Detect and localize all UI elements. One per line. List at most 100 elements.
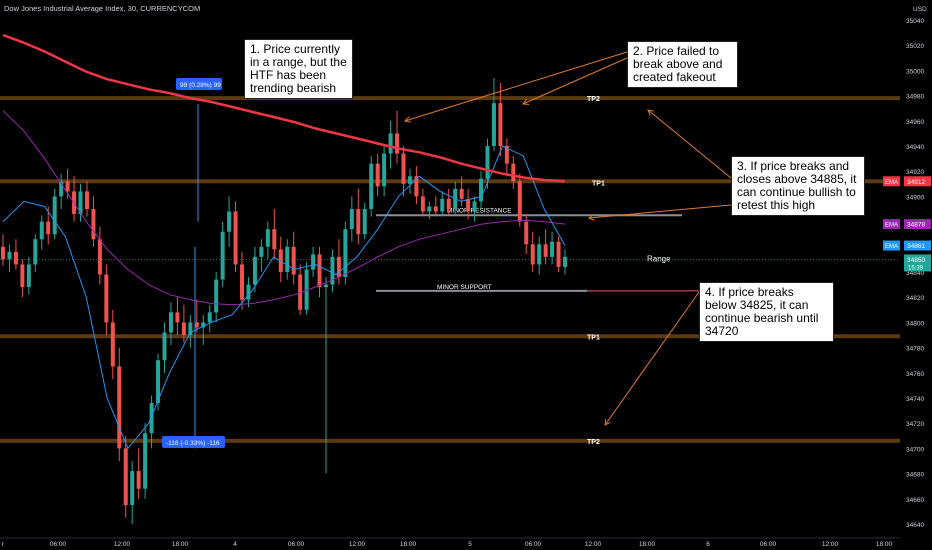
candle-body — [517, 181, 522, 222]
candle-body — [1, 246, 5, 260]
candle-body — [472, 201, 477, 212]
currency-label: USD — [913, 6, 927, 13]
candle-body — [91, 209, 96, 240]
candle-body — [440, 198, 445, 212]
candle-body — [524, 221, 529, 245]
candle-body — [33, 239, 38, 265]
candle-body — [175, 312, 180, 323]
time-tick-label: 18:00 — [639, 541, 656, 548]
price-tag-label: 34912 — [907, 179, 925, 186]
candle-body — [446, 198, 451, 209]
candle-body — [181, 322, 186, 335]
level-line — [0, 438, 900, 443]
candle-body — [130, 471, 135, 506]
candle-body — [220, 231, 225, 280]
candle-body — [188, 322, 193, 335]
level-label: TP1 — [587, 334, 600, 341]
candle-body — [39, 221, 44, 240]
candle-body — [420, 196, 425, 212]
level-label: TP1 — [592, 180, 605, 187]
candle-body — [498, 103, 503, 146]
price-tag-label: 34878 — [907, 222, 925, 229]
candle-body — [382, 153, 387, 187]
time-tick-label: 5 — [468, 541, 472, 548]
candle-body — [227, 211, 232, 232]
candle-body — [291, 246, 296, 275]
ema-name-tag — [883, 240, 900, 251]
price-tick-label: 34800 — [906, 320, 924, 327]
countdown-label: 15:39 — [908, 265, 924, 271]
price-tick-label: 35040 — [906, 18, 924, 25]
price-tag — [904, 219, 931, 230]
level-line — [0, 96, 900, 101]
price-tick-label: 34680 — [906, 472, 924, 479]
candle-body — [537, 244, 542, 265]
ema-slow-line — [2, 33, 566, 183]
candle-body — [401, 153, 406, 184]
chart-title: Dow Jones Industrial Average Index, 30, … — [4, 4, 201, 13]
fakeout-arrow-right-head — [522, 98, 530, 105]
candle-body — [530, 244, 535, 265]
candle-body — [550, 241, 555, 257]
candle-body — [317, 254, 322, 288]
price-tick-label: 34820 — [906, 295, 924, 302]
fakeout-arrow-left-head — [404, 116, 411, 123]
price-tick-label: 34900 — [906, 194, 924, 201]
range-label: Range — [647, 254, 671, 263]
candle-body — [336, 256, 341, 278]
last-price-tag — [904, 254, 931, 272]
measure-down-badge — [162, 436, 225, 448]
candle-body — [388, 133, 393, 154]
price-tag — [904, 240, 931, 251]
candle-body — [207, 312, 212, 323]
bullish-arrow-up-head — [647, 109, 654, 116]
candle-body — [259, 246, 264, 257]
candle-body — [563, 256, 567, 267]
time-tick-label: 4 — [233, 541, 237, 548]
measure-down-label: -116 (-0.33%) -116 — [166, 440, 220, 447]
candle-body — [240, 264, 245, 300]
price-tick-label: 34840 — [906, 270, 924, 277]
price-tick-label: 34640 — [906, 522, 924, 529]
level-label: TP2 — [587, 96, 600, 103]
candle-body — [252, 256, 257, 285]
price-tick-label: 34760 — [906, 371, 924, 378]
candle-body — [52, 196, 57, 235]
candle-body — [343, 229, 348, 278]
ema-name-tag — [883, 219, 900, 230]
time-tick-label: 12:00 — [349, 541, 366, 548]
bullish-arrow-left — [588, 204, 732, 219]
candle-body — [13, 251, 18, 265]
price-tag — [904, 176, 931, 187]
candle-body — [123, 448, 128, 506]
candle-body — [233, 211, 238, 265]
annotation-bearish-note: 4. If price breaks below 34825, it can c… — [699, 282, 834, 342]
price-tick-label: 34980 — [906, 94, 924, 101]
candle-body — [395, 133, 400, 154]
price-tick-label: 34720 — [906, 421, 924, 428]
candle-body — [375, 163, 380, 187]
bullish-arrow-left-head — [587, 214, 595, 221]
candle-body — [143, 433, 148, 489]
candle-body — [356, 209, 361, 235]
ema-name-label: EMA — [885, 180, 898, 186]
last-price-label: 34850 — [907, 257, 925, 264]
candle-body — [117, 366, 122, 449]
level-line — [0, 179, 900, 184]
level-line — [0, 334, 900, 339]
time-tick-label: 18:00 — [172, 541, 189, 548]
candle-body — [168, 312, 173, 333]
ema-fast-line — [2, 145, 566, 450]
annotation-fakeout-note: 2. Price failed to break above and creat… — [627, 41, 738, 88]
candle-body — [136, 471, 141, 489]
price-tick-label: 34660 — [906, 497, 924, 504]
bearish-arrow-down — [604, 291, 700, 426]
time-tick-label: 06:00 — [525, 541, 542, 548]
price-tick-label: 34740 — [906, 396, 924, 403]
candle-body — [26, 264, 31, 288]
fakeout-arrow-left — [404, 51, 628, 122]
candle-body — [369, 163, 374, 209]
candle-body — [84, 191, 89, 209]
